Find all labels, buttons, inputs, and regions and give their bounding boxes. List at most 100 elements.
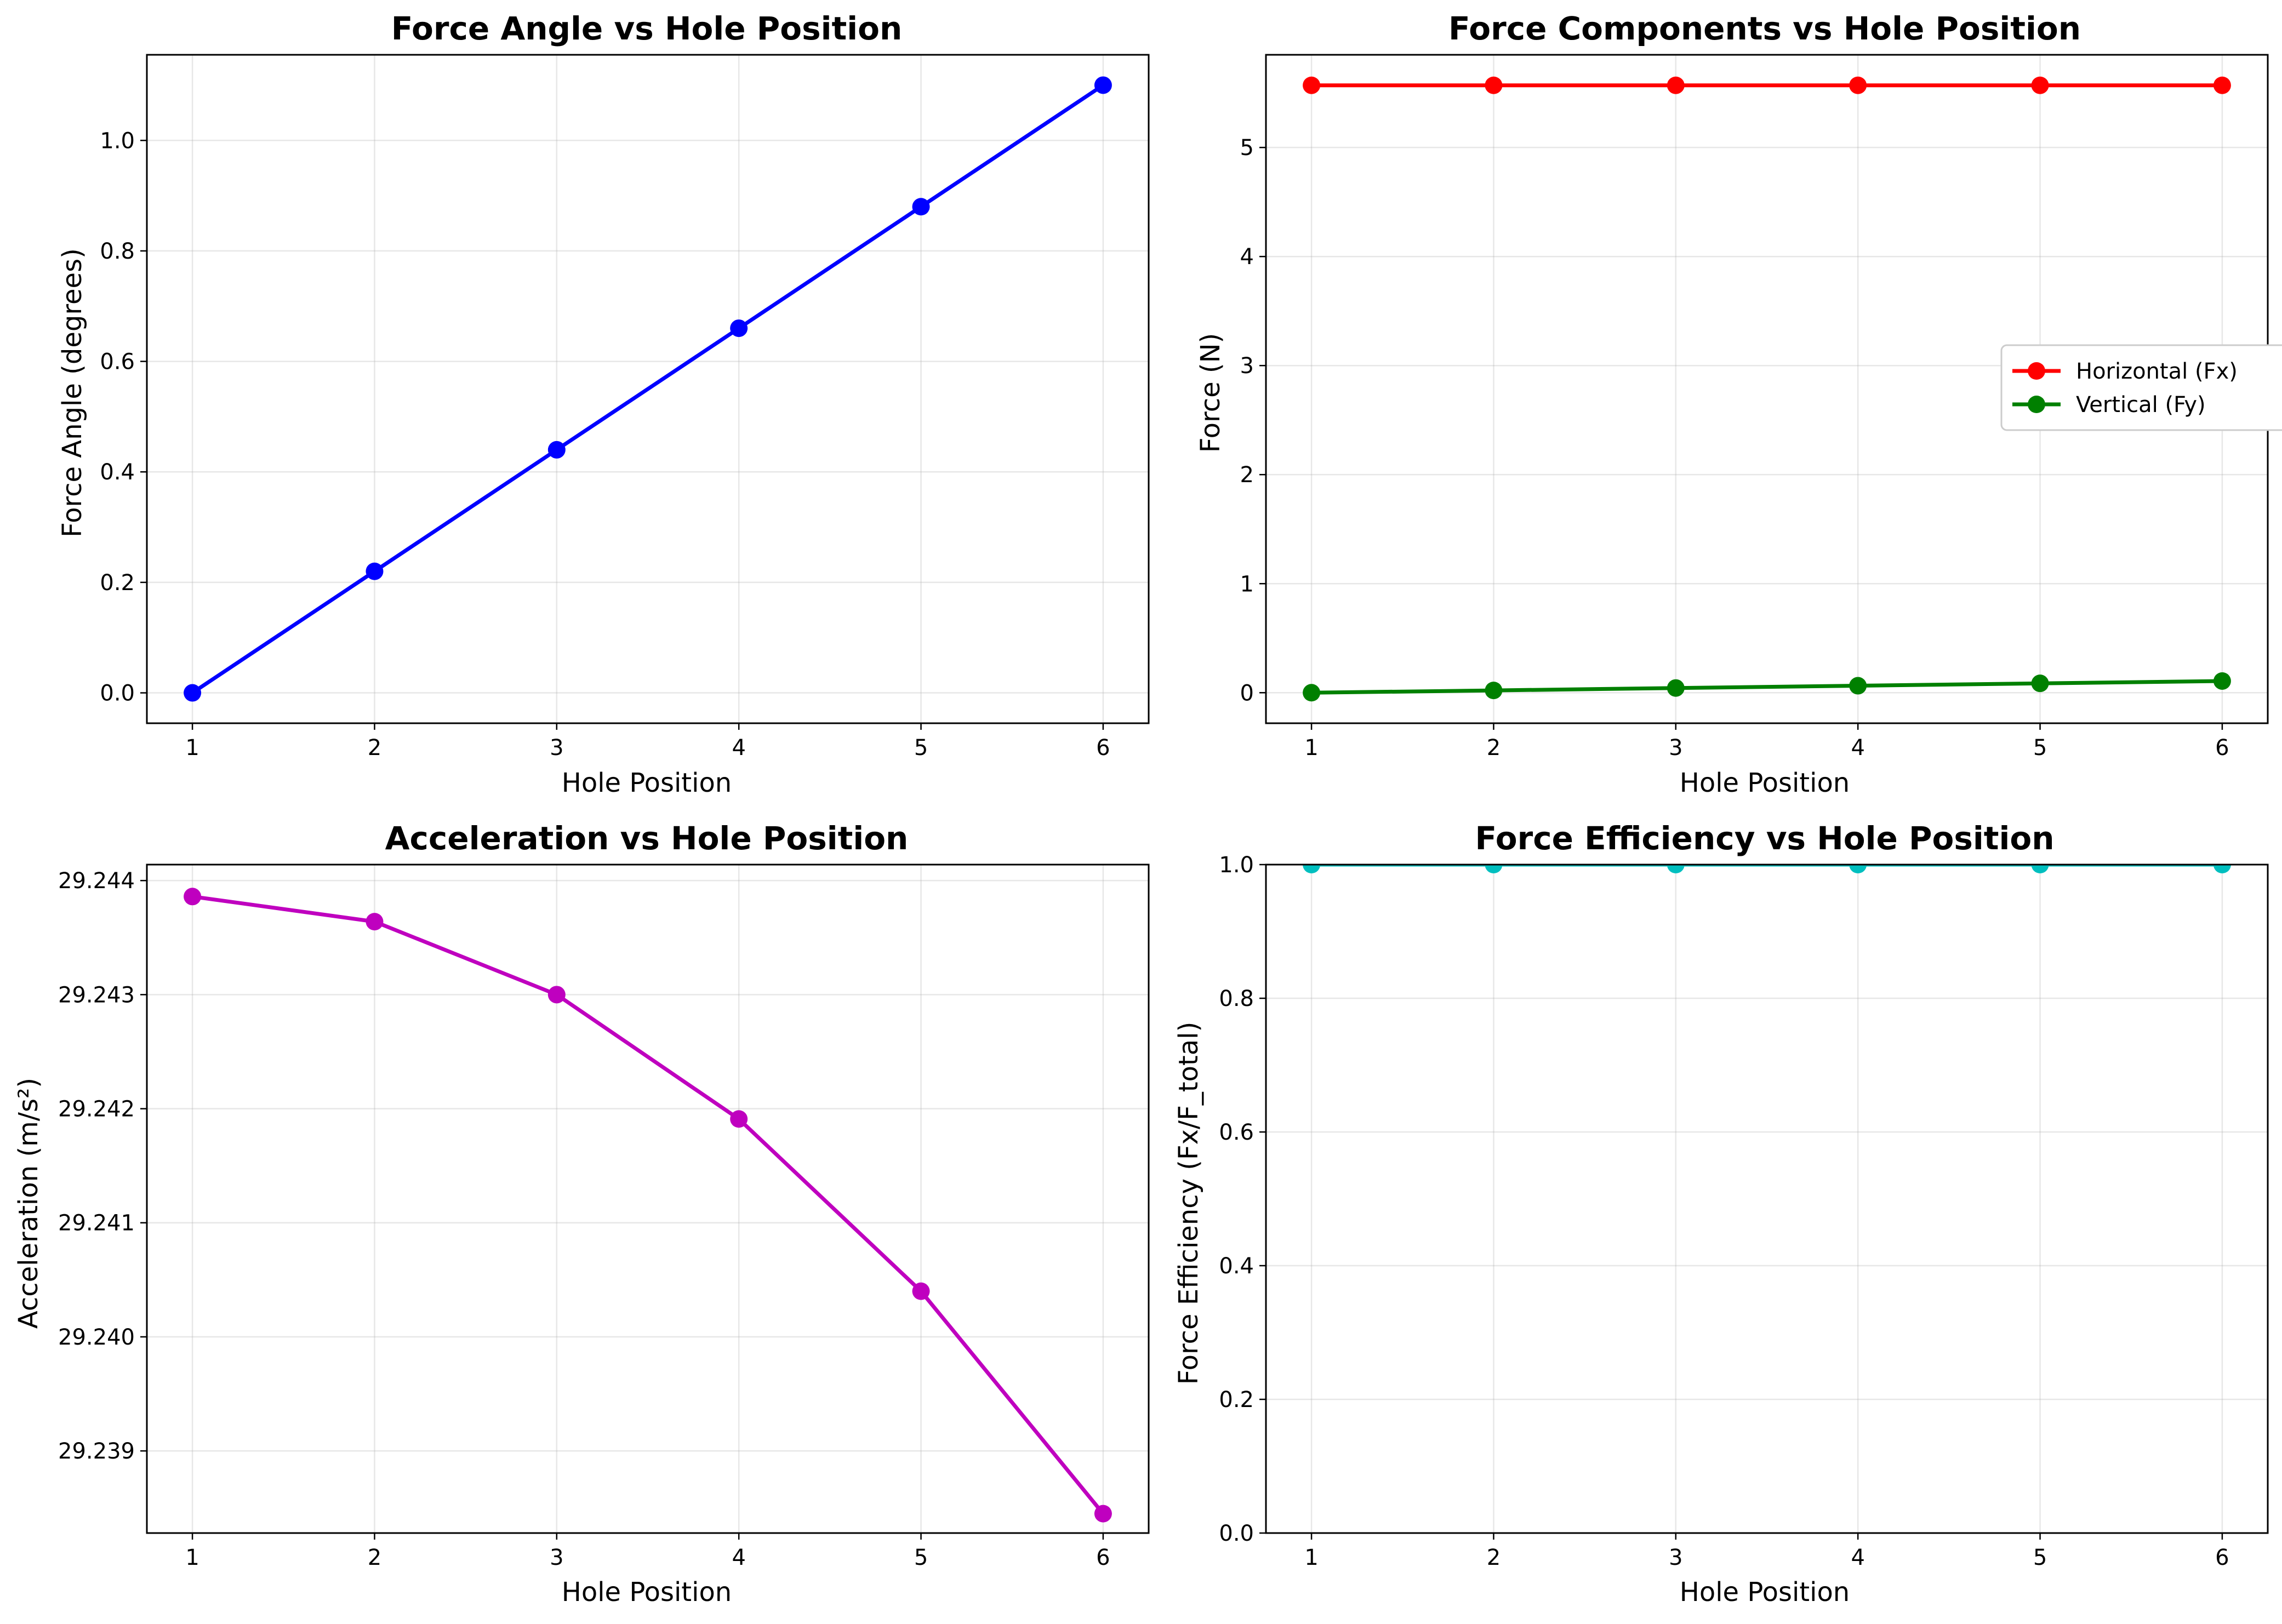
y-tick-label: 2: [1240, 462, 1254, 488]
x-tick-label: 3: [550, 1545, 563, 1570]
data-point: [1094, 76, 1112, 94]
y-tick-label: 5: [1240, 135, 1254, 161]
y-tick-label: 4: [1240, 244, 1254, 270]
data-point: [547, 986, 566, 1004]
x-tick-label: 2: [368, 1545, 381, 1570]
series-1: [184, 76, 1112, 702]
legend-label-horizontal: Horizontal (Fx): [2076, 359, 2238, 384]
y-tick-label: 1.0: [100, 128, 135, 153]
axes-frame: [146, 54, 1150, 724]
x-tick-label: 5: [2033, 1545, 2047, 1570]
x-tick-label: 6: [1096, 735, 1110, 760]
series-1: [1303, 865, 2231, 873]
y-tick-label: 0.2: [1219, 1387, 1254, 1413]
data-point: [1849, 76, 1867, 94]
subplot-acceleration: Acceleration vs Hole Position Hole Posit…: [13, 820, 908, 1608]
chart-title: Acceleration vs Hole Position: [385, 820, 909, 857]
x-tick-label: 2: [1487, 1545, 1501, 1570]
x-tick-label: 2: [1487, 735, 1501, 760]
x-tick-label: 1: [185, 735, 199, 760]
data-point: [2213, 76, 2231, 94]
y-tick-label: 0.0: [100, 681, 135, 706]
data-point: [366, 562, 384, 580]
legend: Horizontal (Fx) Vertical (Fy): [2000, 344, 2282, 431]
x-tick-label: 5: [914, 1545, 928, 1570]
data-point: [2213, 865, 2231, 873]
data-point: [1303, 865, 1321, 873]
legend-marker-horizontal: [2028, 362, 2045, 380]
plot-area-4: 1 2 3 4 5 6 0.0 0.2 0.4 0.6 0.8 1.0: [1219, 853, 2269, 1570]
data-point: [184, 888, 202, 906]
series-line: [192, 894, 1105, 1515]
data-point: [547, 441, 566, 459]
x-axis-label: Hole Position: [562, 1577, 732, 1608]
x-axis-label: Hole Position: [1680, 768, 1850, 798]
y-tick-label: 29.240: [58, 1325, 135, 1350]
x-tick-label: 2: [368, 735, 381, 760]
data-point: [1667, 76, 1685, 94]
x-tick-label: 4: [732, 735, 745, 760]
x-tick-label: 5: [914, 735, 928, 760]
legend-label-vertical: Vertical (Fy): [2076, 392, 2206, 418]
y-axis-label: Force Efficiency (Fx/F_total): [1173, 1022, 1204, 1385]
x-axis-label: Hole Position: [562, 768, 732, 798]
y-tick-label: 29.244: [58, 868, 135, 894]
y-tick-label: 0.6: [100, 350, 135, 375]
series-line: [191, 83, 1104, 695]
y-axis-label: Acceleration (m/s²): [13, 1078, 44, 1329]
y-tick-label: 0.6: [1219, 1120, 1254, 1145]
data-point: [366, 913, 384, 931]
y-tick-label: 0: [1240, 681, 1254, 706]
chart-title: Force Angle vs Hole Position: [391, 10, 903, 47]
x-tick-label: 4: [732, 1545, 745, 1570]
y-tick-label: 0.4: [100, 460, 135, 485]
data-point: [912, 1282, 930, 1300]
plot-area-3: 1 2 3 4 5 6 29.239 29.240 29.241 29.242 29.243 29.2…: [58, 864, 1150, 1570]
data-point: [184, 684, 202, 702]
data-point: [730, 1110, 748, 1128]
chart-title: Force Efficiency vs Hole Position: [1475, 820, 2054, 857]
legend-marker-vertical: [2028, 396, 2045, 413]
chart-title: Force Components vs Hole Position: [1448, 10, 2081, 47]
y-tick-label: 0.0: [1219, 1521, 1254, 1546]
data-point: [1485, 76, 1503, 94]
x-axis-label: Hole Position: [1680, 1577, 1850, 1608]
x-tick-label: 1: [1304, 735, 1318, 760]
x-tick-label: 1: [1304, 1545, 1318, 1570]
legend-box: [2000, 344, 2282, 431]
series-line: [1311, 679, 2222, 695]
x-tick-label: 1: [185, 1545, 199, 1570]
x-tick-label: 3: [1669, 1545, 1682, 1570]
x-tick-label: 4: [1851, 735, 1864, 760]
data-point: [1485, 865, 1503, 873]
subplot-force-efficiency: Force Efficiency vs Hole Position Hole P…: [1173, 820, 2055, 1608]
data-point: [2031, 76, 2049, 94]
y-tick-label: 29.239: [58, 1439, 135, 1464]
subplot-force-angle: Force Angle vs Hole Position Hole Positi…: [57, 10, 902, 798]
data-point: [2031, 865, 2049, 873]
series-2: [1303, 672, 2231, 702]
x-tick-label: 5: [2033, 735, 2047, 760]
y-axis-label: Force Angle (degrees): [57, 248, 88, 537]
x-tick-label: 4: [1851, 1545, 1864, 1570]
x-tick-label: 6: [1096, 1545, 1110, 1570]
data-point: [1849, 677, 1867, 695]
data-point: [2031, 674, 2049, 693]
data-point: [1303, 684, 1321, 702]
y-tick-label: 0.8: [1219, 986, 1254, 1011]
data-point: [1667, 679, 1685, 697]
y-tick-label: 0.8: [100, 239, 135, 264]
data-point: [730, 319, 748, 338]
y-tick-label: 0.4: [1219, 1254, 1254, 1279]
y-tick-label: 0.2: [100, 570, 135, 596]
x-tick-label: 3: [1669, 735, 1682, 760]
data-point: [1667, 865, 1685, 873]
y-axis-label: Force (N): [1195, 333, 1226, 453]
data-point: [1485, 682, 1503, 700]
y-tick-label: 1: [1240, 571, 1254, 597]
data-point: [1094, 1505, 1112, 1523]
y-tick-label: 1.0: [1219, 853, 1254, 878]
y-tick-label: 29.241: [58, 1211, 135, 1236]
axes-frame: [1265, 864, 2269, 1534]
